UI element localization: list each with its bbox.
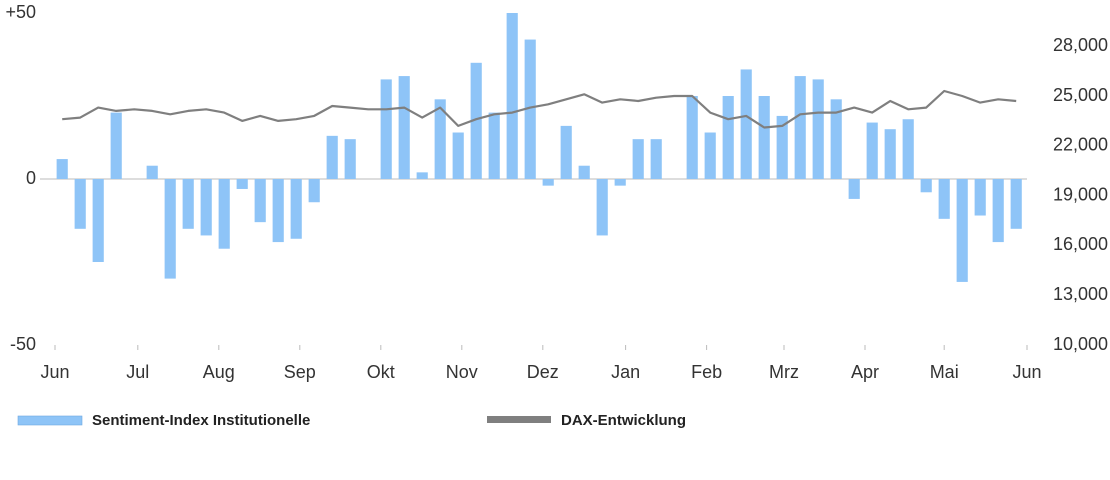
bar [146,165,158,179]
y2-tick-label: 19,000 [1053,184,1108,204]
bar [290,179,302,239]
y2-tick-label: 13,000 [1053,284,1108,304]
bar [812,79,824,179]
bar [974,179,986,216]
bar [272,179,284,243]
bar [902,119,914,179]
bar [92,179,104,262]
x-tick-label: Aug [203,362,235,382]
bar [740,69,752,179]
y-tick-label: -50 [10,334,36,354]
bar [56,159,68,179]
legend-label: Sentiment-Index Institutionelle [92,412,310,429]
x-tick-label: Jun [1012,362,1041,382]
legend-swatch [17,415,83,426]
bar [164,179,176,279]
bar [218,179,230,249]
bar [182,179,194,229]
x-tick-label: Dez [527,362,559,382]
bar [1010,179,1022,229]
bar [560,125,572,179]
bar [398,76,410,179]
bar [74,179,86,229]
bar [956,179,968,282]
legend-label: DAX-Entwicklung [561,412,686,429]
line [62,89,1017,129]
bar [758,96,770,179]
bar [686,96,698,179]
x-tick-label: Jan [611,362,640,382]
y2-tick-label: 16,000 [1053,234,1108,254]
bar [506,13,518,179]
x-tick-label: Jun [40,362,69,382]
bar [110,112,122,179]
y2-tick-label: 10,000 [1053,334,1108,354]
x-tick-label: Sep [284,362,316,382]
x-tick-label: Mrz [769,362,799,382]
y-tick-label: 0 [26,168,36,188]
bar [308,179,320,203]
x-tick-label: Feb [691,362,722,382]
bar [434,99,446,179]
bar [776,115,788,179]
bar [578,165,590,179]
x-tick-label: Nov [446,362,478,382]
bar [452,132,464,179]
bar [488,112,500,179]
bar [992,179,1004,243]
bar [254,179,266,223]
bar [650,139,662,179]
y2-tick-label: 25,000 [1053,85,1108,105]
x-tick-label: Okt [367,362,395,382]
bar [704,132,716,179]
bar [938,179,950,219]
bar [722,96,734,179]
bar [236,179,248,189]
bar [920,179,932,193]
bar [416,172,428,179]
bar [596,179,608,236]
bar [830,99,842,179]
bar [200,179,212,236]
y-tick-label: +50 [5,2,36,22]
legend-swatch [487,416,551,423]
bar [848,179,860,199]
bar [326,135,338,179]
y2-tick-label: 28,000 [1053,35,1108,55]
bar [542,179,554,186]
bar [794,76,806,179]
bar [614,179,626,186]
x-tick-label: Jul [126,362,149,382]
bar [470,62,482,179]
bar [632,139,644,179]
x-tick-label: Mai [930,362,959,382]
y2-tick-label: 22,000 [1053,135,1108,155]
bar [380,79,392,179]
bar [524,39,536,180]
x-tick-label: Apr [851,362,879,382]
bar [866,122,878,179]
bar [344,139,356,179]
bar [884,129,896,179]
